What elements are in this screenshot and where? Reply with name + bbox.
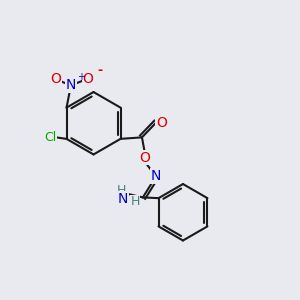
Text: O: O [140, 151, 150, 165]
Text: H: H [130, 195, 140, 208]
Text: O: O [50, 72, 61, 86]
Text: +: + [77, 72, 86, 82]
Text: Cl: Cl [44, 131, 56, 144]
Text: N: N [118, 192, 128, 206]
Text: N: N [151, 169, 161, 183]
Text: O: O [82, 72, 93, 86]
Text: H: H [117, 184, 126, 197]
Text: O: O [156, 116, 167, 130]
Text: N: N [66, 78, 76, 92]
Text: -: - [97, 64, 102, 77]
